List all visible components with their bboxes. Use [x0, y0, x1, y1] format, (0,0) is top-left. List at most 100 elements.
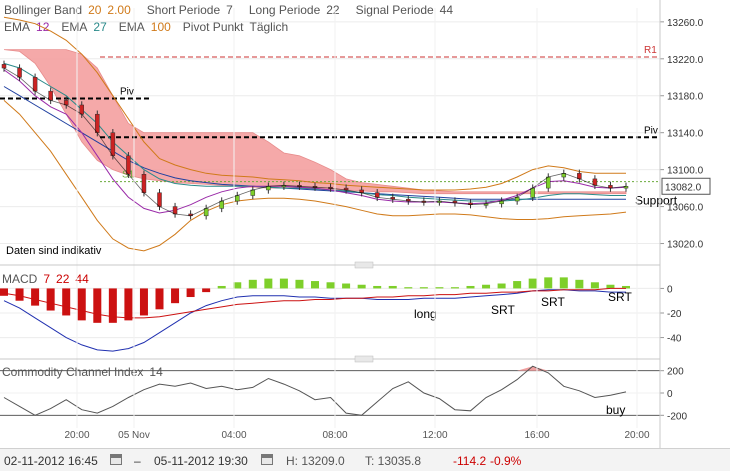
candle-body: [142, 174, 146, 192]
price-tick-label: 13100.0: [667, 166, 704, 177]
macd-histogram-bar: [435, 287, 443, 288]
macd-tick-label: -40: [667, 334, 682, 345]
macd-histogram-bar: [560, 277, 568, 288]
legend-value: 22: [326, 3, 340, 17]
macd-histogram-bar: [31, 288, 39, 305]
candle-body: [220, 201, 224, 208]
panel-label-name: MACD: [2, 272, 38, 286]
macd-histogram-bar: [544, 277, 552, 288]
macd-histogram-bar: [513, 281, 521, 288]
price-tick-label: 13260.0: [667, 18, 704, 29]
high-value: H: 13209.0: [286, 454, 345, 468]
macd-histogram-bar: [264, 279, 272, 289]
candle-body: [49, 91, 53, 100]
price-tick-label: 13180.0: [667, 92, 704, 103]
macd-histogram-bar: [187, 288, 195, 297]
macd-histogram-bar: [124, 288, 132, 320]
macd-histogram-bar: [171, 288, 179, 303]
cci-tick-label: 0: [667, 389, 673, 400]
panel-label-value: 14: [149, 365, 163, 379]
cci-tick-label: -200: [667, 411, 687, 422]
candle-body: [95, 114, 99, 132]
macd-histogram-bar: [451, 287, 459, 288]
x-tick-label: 16:00: [524, 430, 549, 441]
macd-histogram-bar: [358, 285, 366, 289]
macd-histogram-bar: [218, 286, 226, 288]
macd-histogram-bar: [389, 286, 397, 288]
macd-histogram-bar: [404, 287, 412, 288]
macd-histogram-bar: [373, 286, 381, 288]
cci-annotation: buy: [606, 403, 625, 417]
change-value: -114.2: [453, 454, 486, 468]
resize-handle-icon[interactable]: [355, 262, 373, 268]
legend-value: 2.00: [107, 3, 131, 17]
x-tick-label: 12:00: [422, 430, 447, 441]
candle-body: [111, 133, 115, 156]
macd-histogram-bar: [295, 280, 303, 289]
macd-histogram-bar: [78, 288, 86, 320]
panel-divider-2[interactable]: [0, 356, 660, 362]
macd-histogram-bar: [327, 282, 335, 288]
range-separator: –: [134, 454, 141, 468]
calendar-end-icon[interactable]: [261, 454, 273, 465]
macd-annotation: SRT: [491, 303, 515, 317]
price-tick-label: 13220.0: [667, 55, 704, 66]
macd-histogram-bar: [62, 288, 70, 315]
low-value: T: 13035.8: [365, 454, 421, 468]
macd-histogram-bar: [16, 288, 24, 300]
legend-name: Signal Periode: [356, 3, 434, 17]
panel-label-value: 7: [43, 272, 50, 286]
macd-histogram-bar: [280, 279, 288, 289]
macd-annotation: SRT: [608, 290, 632, 304]
range-end: 05-11-2012 19:30: [154, 454, 248, 468]
resize-handle-icon[interactable]: [355, 356, 373, 362]
macd-histogram-bar: [342, 284, 350, 289]
macd-histogram-bar: [420, 287, 428, 288]
x-tick-label: 20:00: [624, 430, 649, 441]
macd-histogram-bar: [249, 280, 257, 289]
macd-histogram-bar: [498, 284, 506, 289]
macd-histogram-bar: [156, 288, 164, 309]
macd-histogram-bar: [591, 282, 599, 288]
pivot-label: Piv: [644, 125, 658, 136]
pivot-label: Piv: [120, 87, 134, 98]
legend-value: 7: [226, 3, 233, 17]
candle-body: [173, 207, 177, 214]
macd-histogram-bar: [575, 280, 583, 289]
legend-name: Short Periode: [147, 3, 221, 17]
calendar-start-icon[interactable]: [110, 454, 122, 465]
price-tick-label: 13140.0: [667, 129, 704, 140]
candle-body: [80, 105, 84, 114]
macd-histogram-bar: [93, 288, 101, 322]
macd-annotation: SRT: [541, 295, 565, 309]
macd-annotation: long: [414, 307, 437, 321]
status-bar: 02-11-2012 16:45 – 05-11-2012 19:30 H: 1…: [0, 448, 730, 471]
candle-body: [2, 64, 6, 68]
current-price-label: 13082.0: [665, 182, 702, 193]
range-start: 02-11-2012 16:45: [4, 454, 98, 468]
macd-histogram-bar: [0, 288, 8, 295]
macd-histogram-bar: [467, 286, 475, 288]
legend-name: Bollinger Band: [4, 3, 82, 17]
pivot-label: R1: [644, 45, 657, 56]
macd-histogram-bar: [140, 288, 148, 315]
macd-histogram-bar: [482, 285, 490, 289]
annotation-support: Support: [635, 193, 678, 207]
macd-histogram-bar: [529, 279, 537, 289]
price-panel: R1PivPivS1Support13082.0: [0, 17, 710, 251]
legend-value: 20: [88, 3, 102, 17]
panel-label-name: Commodity Channel Index: [2, 365, 143, 379]
candle-body: [158, 193, 162, 207]
price-tick-label: 13020.0: [667, 240, 704, 251]
candle-body: [33, 77, 37, 91]
candle-body: [126, 156, 130, 174]
macd-histogram-bar: [202, 288, 210, 292]
panel-divider-1[interactable]: [0, 262, 660, 268]
legend-value: 44: [440, 3, 454, 17]
macd-histogram-bar: [47, 288, 55, 310]
change-percent: -0.9%: [490, 454, 521, 468]
macd-histogram-bar: [606, 285, 614, 289]
